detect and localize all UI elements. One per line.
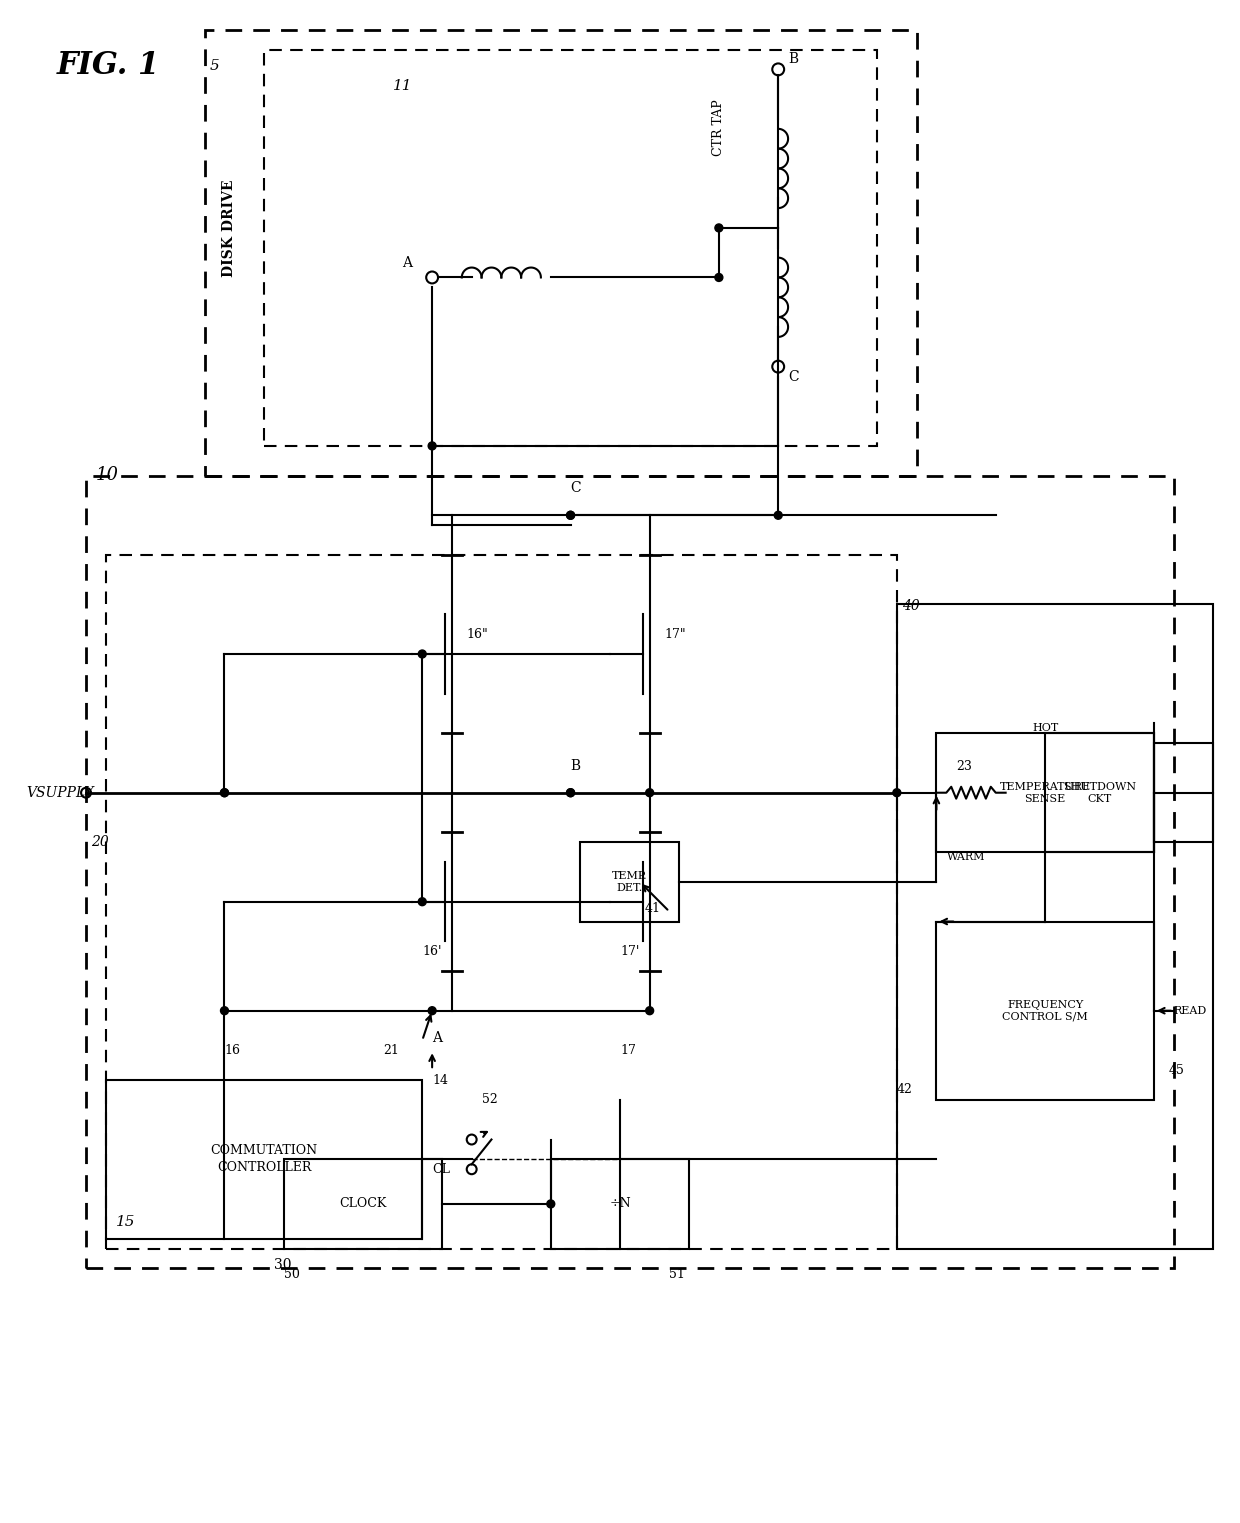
Circle shape bbox=[428, 1007, 436, 1014]
Text: 14: 14 bbox=[432, 1074, 448, 1086]
Text: CTR TAP: CTR TAP bbox=[712, 99, 725, 155]
Text: CLOCK: CLOCK bbox=[340, 1197, 387, 1211]
Text: 45: 45 bbox=[1169, 1063, 1184, 1077]
Text: ÷N: ÷N bbox=[609, 1197, 631, 1211]
Text: HOT: HOT bbox=[1032, 723, 1058, 733]
Text: 5: 5 bbox=[210, 59, 219, 73]
Text: 16: 16 bbox=[224, 1043, 241, 1057]
Circle shape bbox=[646, 1007, 653, 1014]
Text: WARM: WARM bbox=[947, 853, 986, 862]
Bar bbox=[580, 842, 680, 921]
Text: READ: READ bbox=[1174, 1005, 1207, 1016]
Bar bbox=[284, 1159, 441, 1249]
Text: 17": 17" bbox=[665, 627, 686, 641]
Text: B: B bbox=[789, 52, 799, 67]
Text: 17: 17 bbox=[620, 1043, 636, 1057]
Text: 40: 40 bbox=[901, 600, 920, 614]
Text: SHUTDOWN
CKT: SHUTDOWN CKT bbox=[1063, 781, 1136, 804]
Bar bbox=[105, 554, 897, 1249]
Circle shape bbox=[221, 789, 228, 797]
Text: 52: 52 bbox=[481, 1094, 497, 1106]
Text: TEMP.
DET.: TEMP. DET. bbox=[613, 871, 647, 892]
Text: 50: 50 bbox=[284, 1269, 300, 1281]
Text: 30: 30 bbox=[274, 1258, 291, 1272]
Bar bbox=[936, 921, 1154, 1100]
Circle shape bbox=[715, 224, 723, 231]
Text: 51: 51 bbox=[670, 1269, 686, 1281]
Circle shape bbox=[567, 789, 574, 797]
Circle shape bbox=[418, 650, 427, 658]
Text: C: C bbox=[789, 370, 799, 384]
Circle shape bbox=[547, 1200, 554, 1208]
Circle shape bbox=[567, 789, 574, 797]
Bar bbox=[1045, 733, 1154, 853]
Text: 17': 17' bbox=[620, 944, 640, 958]
Circle shape bbox=[428, 442, 436, 449]
Text: 15: 15 bbox=[115, 1215, 135, 1229]
Text: 16": 16" bbox=[466, 627, 489, 641]
Text: 20: 20 bbox=[91, 835, 109, 850]
Text: 41: 41 bbox=[645, 902, 661, 915]
Bar bbox=[86, 475, 1174, 1269]
Text: CL: CL bbox=[432, 1162, 450, 1176]
Bar bbox=[551, 1159, 689, 1249]
Text: 11: 11 bbox=[393, 79, 412, 93]
Bar bbox=[264, 50, 877, 446]
Text: DISK DRIVE: DISK DRIVE bbox=[222, 180, 237, 277]
Text: VSUPPLY: VSUPPLY bbox=[27, 786, 94, 800]
Circle shape bbox=[893, 789, 900, 797]
Text: 21: 21 bbox=[383, 1043, 398, 1057]
Text: FREQUENCY
CONTROL S/M: FREQUENCY CONTROL S/M bbox=[1002, 1001, 1087, 1022]
Text: A: A bbox=[403, 256, 413, 270]
Bar bbox=[205, 30, 916, 475]
Bar bbox=[105, 1080, 423, 1238]
Bar bbox=[936, 733, 1154, 853]
Circle shape bbox=[646, 789, 653, 797]
Text: 10: 10 bbox=[95, 466, 119, 484]
Circle shape bbox=[418, 897, 427, 906]
Text: A: A bbox=[432, 1031, 443, 1045]
Text: 42: 42 bbox=[897, 1083, 913, 1097]
Text: B: B bbox=[570, 758, 580, 772]
Bar bbox=[897, 605, 1213, 1249]
Circle shape bbox=[221, 1007, 228, 1014]
Circle shape bbox=[774, 512, 782, 519]
Text: 16': 16' bbox=[423, 944, 441, 958]
Text: COMMUTATION
CONTROLLER: COMMUTATION CONTROLLER bbox=[211, 1144, 317, 1174]
Text: FIG. 1: FIG. 1 bbox=[56, 50, 160, 81]
Text: TEMPERATURE
SENSE: TEMPERATURE SENSE bbox=[999, 781, 1091, 804]
Circle shape bbox=[221, 789, 228, 797]
Bar bbox=[1154, 743, 1213, 842]
Text: 23: 23 bbox=[956, 760, 972, 772]
Circle shape bbox=[567, 512, 574, 519]
Circle shape bbox=[715, 274, 723, 282]
Text: C: C bbox=[570, 481, 582, 495]
Circle shape bbox=[567, 512, 574, 519]
